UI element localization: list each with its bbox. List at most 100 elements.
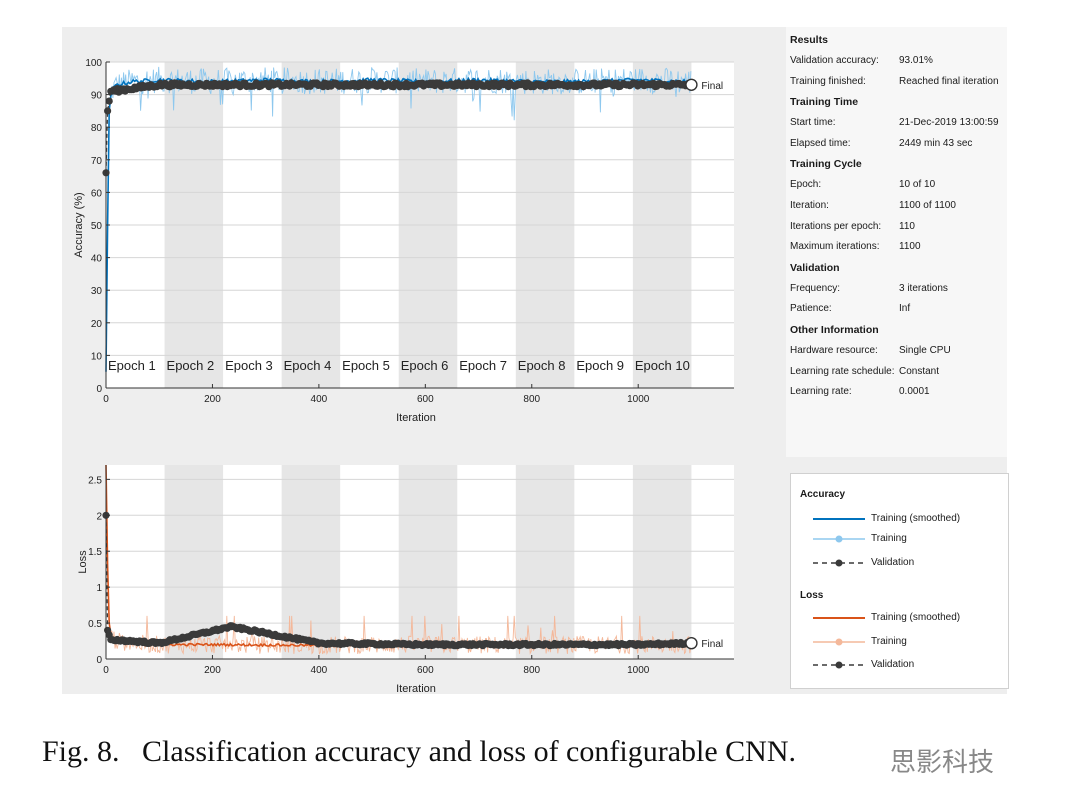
loss-y-tick-label: 2.5 bbox=[88, 475, 102, 486]
accuracy-plot: Epoch 1 Epoch 2 Epoch 3 Epoch 4 Epoch 5 Epoch… bbox=[73, 58, 734, 424]
accuracy-final-label: Final bbox=[701, 81, 723, 92]
info-value: 21-Dec-2019 13:00:59 bbox=[899, 117, 999, 129]
accuracy-x-tick-label: 1000 bbox=[627, 394, 650, 405]
info-key: Validation accuracy: bbox=[790, 55, 879, 66]
info-key: Start time: bbox=[790, 117, 836, 129]
loss-y-tick-label: 1.5 bbox=[88, 547, 102, 558]
info-key: Learning rate: bbox=[790, 386, 852, 398]
other-information-heading: Other Information bbox=[790, 323, 879, 336]
accuracy-x-tick-label: 200 bbox=[204, 394, 221, 405]
loss-y-tick-label: 0 bbox=[96, 655, 102, 666]
results-heading: Results bbox=[790, 34, 828, 46]
accuracy-x-tick-label: 600 bbox=[417, 394, 434, 405]
training-plots: Epoch 1 Epoch 2 Epoch 3 Epoch 4 Epoch 5 Epoch… bbox=[73, 58, 734, 694]
info-value: Single CPU bbox=[899, 344, 951, 356]
info-key: Patience: bbox=[790, 303, 832, 315]
info-row-elapsed-time: Elapsed time: 2449 min 43 sec bbox=[790, 134, 1007, 155]
legend-dashed-marker-icon bbox=[813, 661, 865, 669]
accuracy-epoch-label: Epoch 4 bbox=[284, 358, 332, 373]
watermark-logo: 思影科技 bbox=[890, 748, 995, 778]
legend-line-icon bbox=[813, 518, 865, 520]
info-row-training-finished: Training finished: Reached final iteratio… bbox=[790, 72, 1007, 93]
loss-plot: Final 0 0.5 1 1.5 2 2.5 0 200 400 600 800 1000 Iterat… bbox=[77, 464, 734, 694]
legend-accuracy-heading: Accuracy bbox=[800, 489, 846, 500]
info-key: Epoch: bbox=[790, 179, 822, 191]
accuracy-final-marker bbox=[685, 78, 698, 91]
info-key: Iteration: bbox=[790, 199, 829, 211]
loss-x-axis-label: Iteration bbox=[396, 683, 436, 694]
loss-x-tick-label: 800 bbox=[523, 665, 540, 676]
info-row-hardware-resource: Hardware resource: Single CPU bbox=[790, 341, 1007, 362]
info-value: Inf bbox=[899, 303, 911, 315]
info-row-learning-rate-schedule: Learning rate schedule: Constant bbox=[790, 362, 1007, 383]
legend-loss-training: Training bbox=[811, 635, 1001, 649]
info-row-learning-rate: Learning rate: 0.0001 bbox=[790, 382, 1007, 403]
legend-accuracy-smoothed: Training (smoothed) bbox=[811, 512, 1001, 526]
info-value: 2449 min 43 sec bbox=[899, 137, 973, 149]
loss-y-tick-label: 0.5 bbox=[88, 619, 102, 630]
accuracy-y-tick-label: 90 bbox=[91, 91, 103, 102]
info-value: Constant bbox=[899, 365, 940, 377]
loss-validation-point bbox=[227, 623, 235, 631]
legend-loss-smoothed: Training (smoothed) bbox=[811, 611, 1001, 625]
accuracy-y-tick-label: 100 bbox=[85, 58, 102, 69]
figure-caption: Fig. 8. Classification accuracy and loss… bbox=[42, 735, 796, 769]
info-row-start-time: Start time: 21-Dec-2019 13:00:59 bbox=[790, 113, 1007, 134]
legend-loss-heading: Loss bbox=[800, 590, 824, 601]
accuracy-epoch-label: Epoch 5 bbox=[342, 358, 390, 373]
accuracy-y-tick-label: 70 bbox=[91, 156, 103, 167]
info-value: Reached final iteration bbox=[899, 75, 999, 87]
accuracy-validation-point bbox=[105, 97, 113, 105]
info-row-patience: Patience: Inf bbox=[790, 299, 1007, 320]
legend-label: Training bbox=[871, 533, 907, 544]
accuracy-y-tick-label: 50 bbox=[91, 221, 103, 232]
accuracy-epoch-label: Epoch 9 bbox=[576, 358, 624, 373]
info-value: 1100 bbox=[899, 241, 921, 253]
loss-x-tick-label: 1000 bbox=[627, 665, 650, 676]
caption-text: Classification accuracy and loss of conf… bbox=[142, 735, 796, 768]
loss-final-marker bbox=[685, 636, 698, 650]
info-row-epoch: Epoch: 10 of 10 bbox=[790, 175, 1007, 196]
info-value: 3 iterations bbox=[899, 282, 948, 294]
accuracy-x-axis-label: Iteration bbox=[396, 412, 436, 424]
legend-dashed-marker-icon bbox=[813, 559, 865, 567]
legend-line-icon bbox=[813, 617, 865, 619]
loss-epoch-band bbox=[398, 465, 458, 659]
training-cycle-heading: Training Cycle bbox=[790, 158, 862, 171]
plot-legend: Accuracy Training (smoothed) Training Va… bbox=[790, 473, 1009, 689]
info-key: Frequency: bbox=[790, 282, 841, 294]
accuracy-epoch-label: Epoch 1 bbox=[108, 358, 156, 373]
accuracy-y-tick-label: 0 bbox=[96, 384, 102, 395]
info-row-iterations-per-epoch: Iterations per epoch: 110 bbox=[790, 217, 1007, 238]
info-key: Elapsed time: bbox=[790, 137, 851, 149]
accuracy-epoch-label: Epoch 8 bbox=[518, 358, 566, 373]
accuracy-y-tick-label: 10 bbox=[91, 351, 103, 362]
legend-label: Training (smoothed) bbox=[871, 612, 961, 623]
legend-loss-validation: Validation bbox=[811, 658, 1001, 672]
loss-y-tick-label: 1 bbox=[96, 583, 102, 594]
loss-final-label: Final bbox=[701, 639, 723, 650]
legend-accuracy-training: Training bbox=[811, 532, 1001, 546]
loss-epoch-band bbox=[515, 465, 575, 659]
accuracy-y-tick-label: 40 bbox=[91, 254, 103, 265]
accuracy-y-tick-label: 30 bbox=[91, 286, 103, 297]
accuracy-y-tick-label: 60 bbox=[91, 188, 103, 199]
accuracy-epoch-label: Epoch 10 bbox=[635, 358, 690, 373]
info-row-maximum-iterations: Maximum iterations: 1100 bbox=[790, 237, 1007, 258]
accuracy-x-tick-label: 800 bbox=[523, 394, 540, 405]
info-value: 110 bbox=[899, 220, 915, 232]
info-value: 1100 of 1100 bbox=[899, 199, 956, 211]
legend-label: Training (smoothed) bbox=[871, 513, 961, 524]
info-row-iteration: Iteration: 1100 of 1100 bbox=[790, 196, 1007, 217]
info-value: 0.0001 bbox=[899, 386, 930, 398]
legend-accuracy-validation: Validation bbox=[811, 556, 1001, 570]
loss-epoch-band bbox=[632, 465, 692, 659]
info-value: 10 of 10 bbox=[899, 179, 936, 191]
loss-x-tick-label: 600 bbox=[417, 665, 434, 676]
accuracy-epoch-label: Epoch 6 bbox=[401, 358, 449, 373]
info-key: Training finished: bbox=[790, 75, 866, 87]
accuracy-y-tick-label: 20 bbox=[91, 319, 103, 330]
legend-label: Validation bbox=[871, 659, 915, 670]
info-value: 93.01% bbox=[899, 55, 933, 66]
legend-label: Training bbox=[871, 636, 907, 647]
